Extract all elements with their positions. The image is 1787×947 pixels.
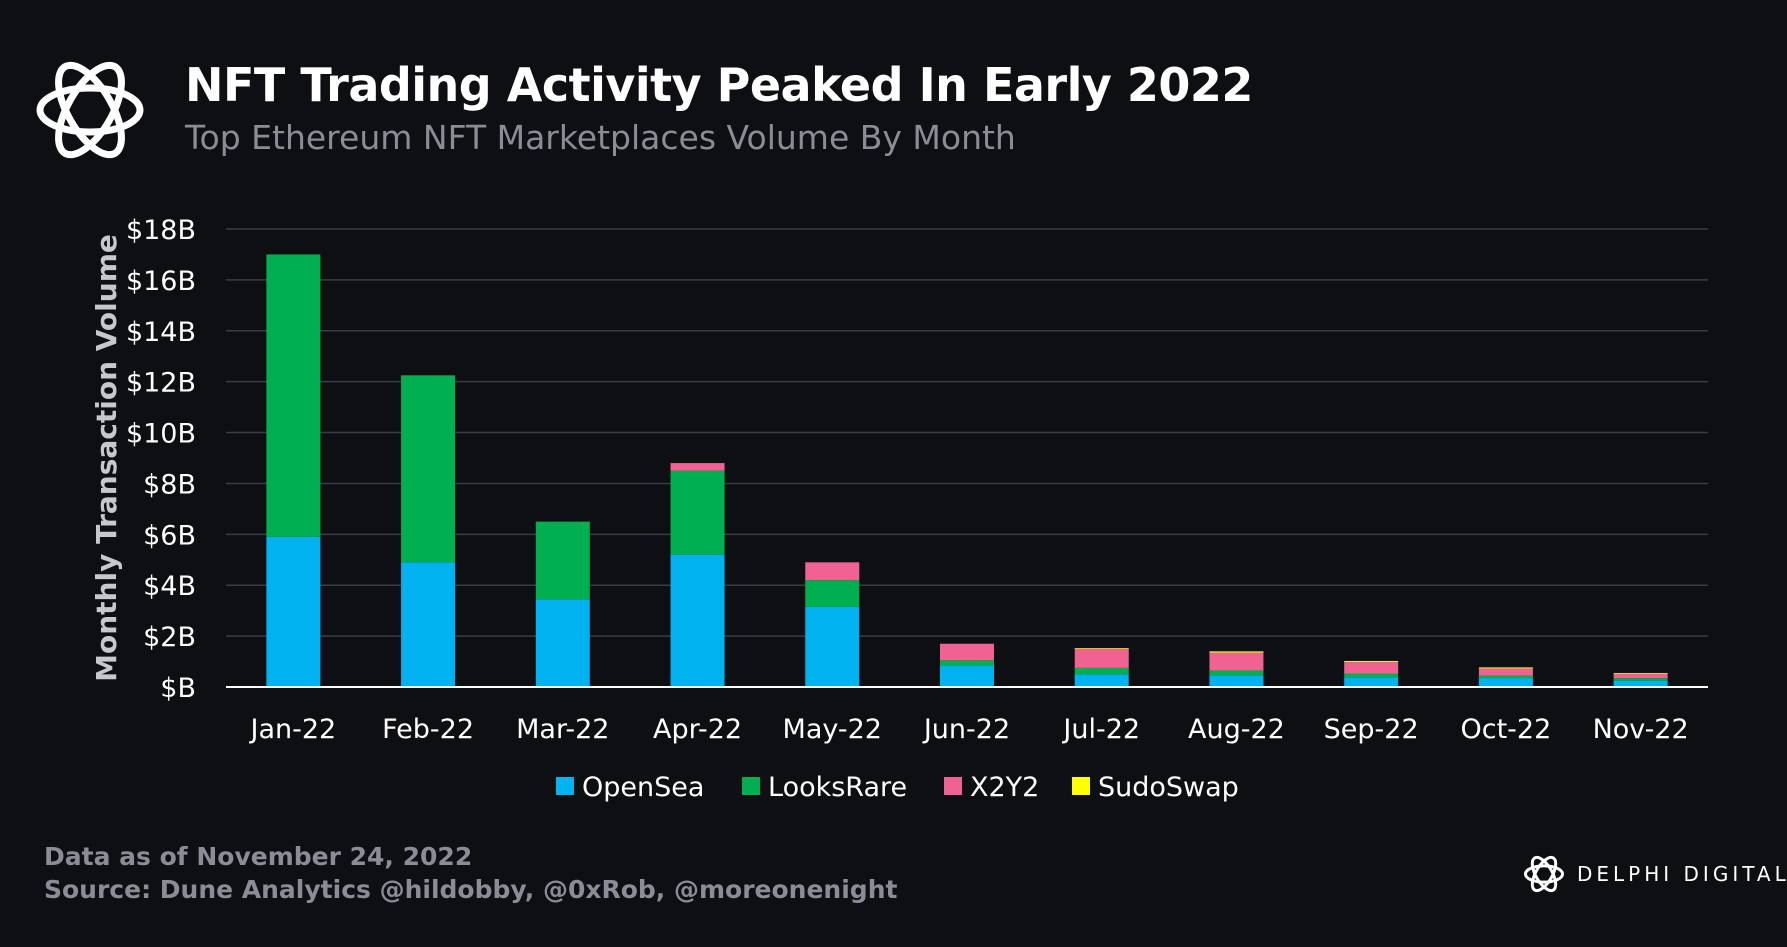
y-tick-label: $4B: [143, 571, 196, 602]
y-tick-label: $B: [160, 673, 196, 704]
bar-segment: [1478, 668, 1533, 676]
x-tick-label: Aug-22: [1188, 714, 1285, 745]
bar-segment: [1478, 675, 1533, 679]
bar-segment: [266, 536, 321, 687]
x-tick-label: Apr-22: [653, 714, 742, 745]
bar-segment: [535, 521, 590, 600]
bar-segment: [1344, 662, 1399, 674]
legend-swatch: [556, 777, 574, 795]
delphi-knot-icon: [1523, 855, 1565, 893]
bar-segment: [1074, 674, 1129, 687]
bar-segment: [1209, 652, 1264, 671]
y-tick-label: $6B: [143, 520, 196, 551]
legend-swatch: [742, 777, 760, 795]
y-tick-label: $10B: [126, 419, 196, 450]
bar-segment: [1209, 675, 1264, 687]
brand-mark: DELPHI DIGITAL: [1521, 850, 1787, 898]
bar-segment: [670, 470, 725, 555]
data-date-note: Data as of November 24, 2022: [44, 842, 473, 871]
legend-swatch: [944, 777, 962, 795]
legend-label: SudoSwap: [1098, 772, 1239, 803]
y-tick-label: $12B: [126, 368, 196, 399]
legend-label: X2Y2: [970, 772, 1039, 803]
y-axis-label: Monthly Transaction Volume: [90, 234, 123, 682]
legend-swatch: [1072, 777, 1090, 795]
bar-segment: [535, 599, 590, 687]
legend-label: LooksRare: [768, 772, 907, 803]
bar-segment: [1613, 673, 1668, 679]
y-tick-label: $2B: [143, 622, 196, 653]
x-tick-label: Nov-22: [1593, 714, 1689, 745]
x-tick-label: May-22: [783, 714, 882, 745]
bar-segment: [940, 660, 994, 666]
bar-segment: [401, 375, 456, 563]
y-tick-label: $18B: [126, 215, 196, 246]
bar-segment: [805, 580, 860, 607]
bar-segment: [266, 254, 321, 537]
chart-title: NFT Trading Activity Peaked In Early 202…: [185, 58, 1253, 112]
y-tick-label: $16B: [126, 266, 196, 297]
y-tick-label: $14B: [126, 317, 196, 348]
legend-label: OpenSea: [582, 772, 704, 803]
x-tick-label: Mar-22: [516, 714, 609, 745]
bar-segment: [805, 606, 860, 687]
bar-segment: [1209, 651, 1264, 653]
bar-segment: [670, 554, 725, 687]
bar-segment: [1209, 670, 1264, 676]
bar-segment: [1074, 667, 1129, 675]
bar-segment: [1613, 678, 1668, 681]
y-tick-label: $8B: [143, 469, 196, 500]
bar-segment: [1344, 673, 1399, 678]
bar-segment: [1613, 680, 1668, 687]
x-tick-label: Jan-22: [248, 714, 336, 745]
bar-segment: [1478, 678, 1533, 687]
bar-segment: [1344, 661, 1399, 663]
bar-segment: [805, 562, 860, 581]
bar-segment: [1478, 667, 1533, 669]
delphi-logo-icon: [36, 61, 144, 159]
x-tick-label: Feb-22: [382, 714, 474, 745]
bar-segment: [1344, 677, 1399, 687]
x-tick-label: Sep-22: [1324, 714, 1419, 745]
bar-segment: [1074, 648, 1129, 649]
bar-segment: [401, 562, 456, 687]
brand-name: DELPHI DIGITAL: [1577, 862, 1787, 886]
chart-subtitle: Top Ethereum NFT Marketplaces Volume By …: [185, 118, 1016, 157]
x-tick-label: Jun-22: [922, 714, 1010, 745]
bar-segment: [1613, 673, 1668, 674]
bar-segment: [940, 665, 994, 687]
source-note: Source: Dune Analytics @hildobby, @0xRob…: [44, 875, 898, 904]
bar-segment: [670, 463, 725, 471]
x-tick-label: Oct-22: [1461, 714, 1552, 745]
bar-segment: [1074, 648, 1129, 668]
bar-segment: [940, 643, 994, 661]
x-tick-label: Jul-22: [1061, 714, 1140, 745]
